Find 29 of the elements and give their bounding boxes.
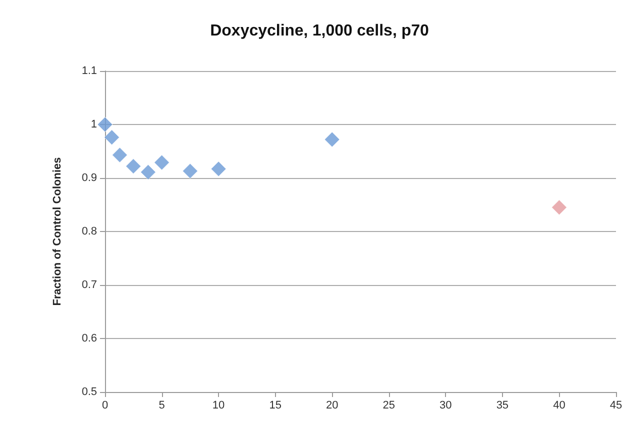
x-tick-label: 30 — [440, 400, 452, 412]
point — [324, 132, 340, 148]
point — [104, 130, 120, 146]
point — [182, 163, 198, 179]
point — [140, 164, 156, 180]
y-tick-label: 0.9 — [82, 172, 97, 184]
x-tick-label: 20 — [326, 400, 338, 412]
point — [154, 154, 170, 170]
x-tick-label: 40 — [553, 400, 566, 412]
y-tick-label: 0.5 — [82, 386, 97, 398]
chart-title: Doxycycline, 1,000 cells, p70 — [210, 22, 429, 40]
x-tick-label: 25 — [382, 400, 396, 412]
point — [97, 116, 113, 132]
x-tick-label: 5 — [158, 400, 165, 412]
x-tick-label: 15 — [269, 400, 282, 412]
y-tick-label: 1.1 — [82, 65, 97, 77]
x-tick-label: 10 — [212, 400, 225, 412]
y-tick-label: 0.7 — [82, 279, 97, 291]
x-tick-label: 35 — [496, 400, 509, 412]
point — [112, 147, 128, 163]
y-tick-label: 1 — [90, 118, 97, 130]
point — [210, 161, 226, 177]
point — [551, 200, 567, 216]
y-axis-title: Fraction of Control Colonies — [52, 157, 64, 306]
x-tick-label: 45 — [610, 400, 622, 412]
y-tick-label: 0.6 — [82, 332, 97, 344]
y-tick-label: 0.8 — [82, 226, 97, 238]
point — [126, 158, 142, 174]
x-tick-label: 0 — [102, 400, 108, 412]
